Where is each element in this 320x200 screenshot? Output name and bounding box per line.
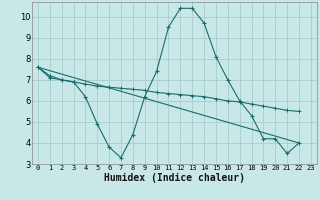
X-axis label: Humidex (Indice chaleur): Humidex (Indice chaleur) bbox=[104, 173, 245, 183]
